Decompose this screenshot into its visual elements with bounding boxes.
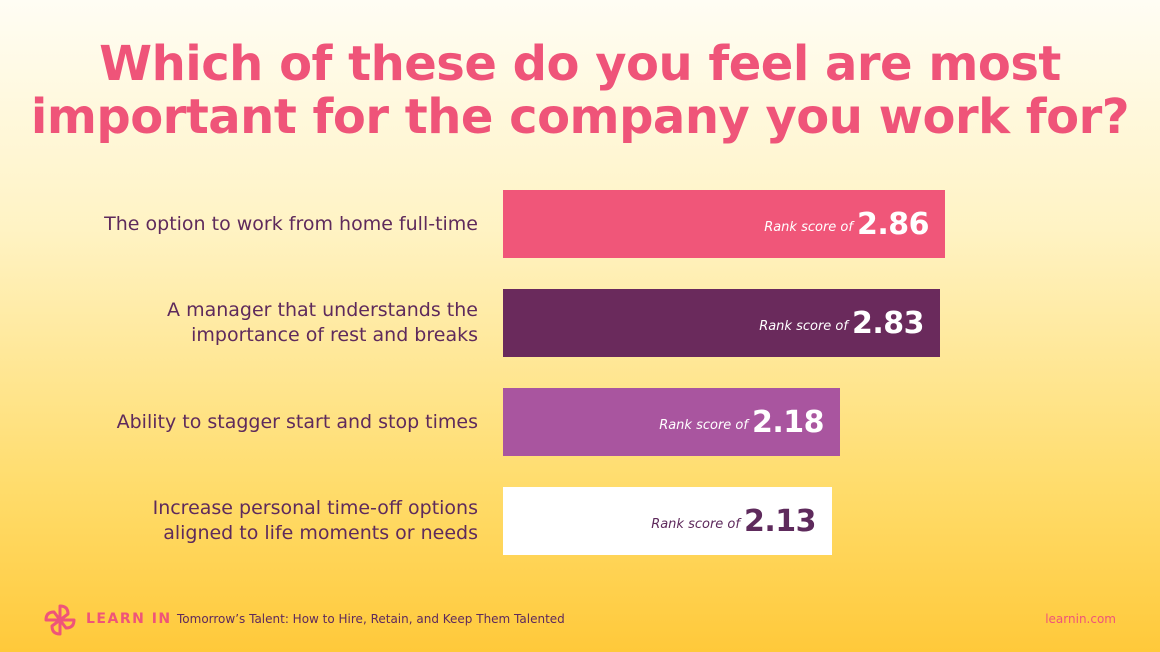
brand-name: LEARN IN — [86, 611, 172, 627]
bar: Rank score of 2.13 — [503, 487, 832, 555]
category-label: Ability to stagger start and stop times — [58, 410, 478, 435]
chart-title-line-2: important for the company you work for? — [30, 89, 1130, 145]
pinwheel-icon — [44, 604, 76, 636]
chart-title-line-1: Which of these do you feel are most — [99, 36, 1061, 92]
category-label-line: aligned to life moments or needs — [163, 522, 478, 544]
report-subtitle: Tomorrow’s Talent: How to Hire, Retain, … — [177, 612, 565, 626]
category-label: A manager that understands the importance… — [58, 298, 478, 348]
category-label-line: A manager that understands the — [167, 299, 478, 321]
data-label: 2.83 — [851, 305, 925, 341]
bar: Rank score of 2.18 — [503, 388, 840, 456]
chart-title: Which of these do you feel are most impo… — [0, 38, 1160, 144]
category-label-line: The option to work from home full-time — [104, 212, 478, 235]
data-label: 2.13 — [743, 503, 817, 539]
bar: Rank score of 2.83 — [503, 289, 940, 357]
value-prefix: Rank score of — [651, 516, 740, 532]
data-label: 2.86 — [856, 206, 930, 242]
category-label-line: Ability to stagger start and stop times — [116, 410, 478, 433]
data-label: 2.18 — [751, 404, 825, 440]
category-label: The option to work from home full-time — [58, 212, 478, 237]
value-prefix: Rank score of — [764, 219, 853, 235]
value-prefix: Rank score of — [659, 417, 748, 433]
website-link[interactable]: learnin.com — [1045, 612, 1116, 626]
category-label-line: Increase personal time-off options — [152, 497, 478, 519]
category-label: Increase personal time-off options aligne… — [58, 496, 478, 546]
value-prefix: Rank score of — [759, 318, 848, 334]
category-label-line: importance of rest and breaks — [191, 324, 478, 346]
bar: Rank score of 2.86 — [503, 190, 945, 258]
footer: LEARN IN Tomorrow’s Talent: How to Hire,… — [0, 600, 1160, 640]
